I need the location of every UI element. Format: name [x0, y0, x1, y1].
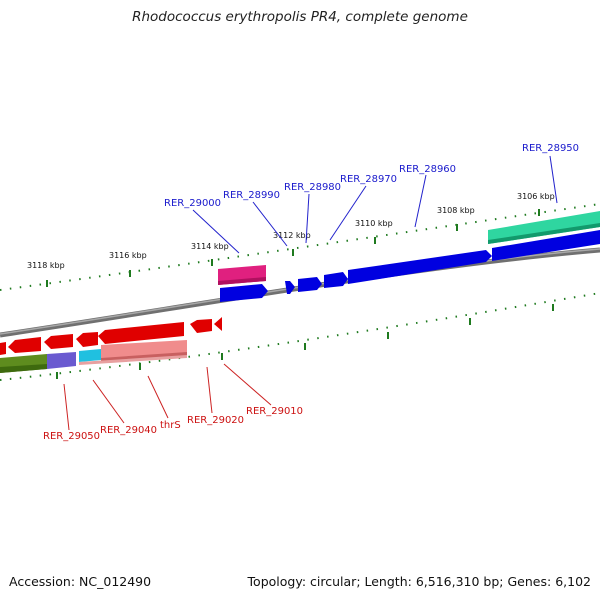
gene-RER_29000[interactable]: [220, 284, 268, 302]
feature-purple: [47, 352, 76, 369]
label-RER_29040[interactable]: RER_29040: [100, 425, 157, 436]
label-RER_28960[interactable]: RER_28960: [399, 164, 456, 175]
label-RER_28970[interactable]: RER_28970: [340, 174, 397, 185]
label-RER_28990[interactable]: RER_28990: [223, 190, 280, 201]
callout-RER_28950: [549, 155, 558, 204]
callout-RER_28970: [329, 185, 367, 241]
gene-RER_29020[interactable]: [190, 319, 212, 333]
length-value: 6,516,310 bp: [415, 574, 500, 589]
callout-RER_29020: [206, 366, 213, 414]
accession-info: Accession: NC_012490: [9, 574, 151, 589]
label-RER_28950[interactable]: RER_28950: [522, 143, 579, 154]
callout-RER_29040: [92, 379, 125, 424]
topology-label: Topology:: [247, 574, 307, 589]
sep-2: ;: [499, 574, 508, 589]
gene-RER_28980[interactable]: [298, 277, 322, 292]
gene-RER_28970[interactable]: [324, 272, 348, 288]
tick-label-3108: 3108 kbp: [437, 206, 475, 215]
gene-thrS[interactable]: [98, 322, 184, 344]
tick-label-3106: 3106 kbp: [517, 192, 555, 201]
label-RER_29000[interactable]: RER_29000: [164, 198, 221, 209]
callout-RER_29000: [192, 209, 240, 254]
reverse-gene-track: [0, 317, 222, 355]
callout-RER_28990: [252, 201, 288, 247]
outer-major-ticks: [46, 209, 540, 287]
gene-RER_28950[interactable]: [492, 230, 600, 261]
tick-label-3110: 3110 kbp: [355, 219, 393, 228]
tick-label-3118: 3118 kbp: [27, 261, 65, 270]
callout-RER_28980: [305, 193, 310, 244]
topology-value: circular: [310, 574, 357, 589]
gene-RER_29050[interactable]: [44, 334, 73, 349]
label-RER_29050[interactable]: RER_29050: [43, 431, 100, 442]
length-label: Length:: [364, 574, 412, 589]
tick-label-3116: 3116 kbp: [109, 251, 147, 260]
gene-RER_29010[interactable]: [214, 317, 222, 331]
genome-summary: Topology: circular; Length: 6,516,310 bp; …: [248, 574, 591, 589]
gene-unnamed-left-1[interactable]: [8, 337, 41, 353]
tick-label-3112: 3112 kbp: [273, 231, 311, 240]
label-RER_29020[interactable]: RER_29020: [187, 415, 244, 426]
feature-magenta-shade: [218, 277, 266, 285]
callout-thrS: [147, 375, 169, 419]
callout-RER_29010: [223, 363, 272, 406]
genes-label: Genes:: [507, 574, 552, 589]
forward-gene-track: [220, 230, 600, 302]
callout-RER_29050: [63, 383, 70, 431]
label-RER_29010[interactable]: RER_29010: [246, 406, 303, 417]
feature-cyan: [79, 349, 101, 362]
gene-RER_28990[interactable]: [285, 281, 295, 294]
map-title: Rhodococcus erythropolis PR4, complete g…: [132, 9, 468, 25]
genome-backbone: [0, 247, 600, 338]
feature-teal-shade: [488, 223, 600, 244]
callout-RER_28960: [414, 174, 427, 228]
feature-olive-shade: [0, 364, 47, 373]
feature-pink-strip: [79, 355, 187, 365]
gene-RER_28960[interactable]: [348, 250, 492, 284]
genes-value: 6,102: [555, 574, 591, 589]
sep-1: ;: [356, 574, 365, 589]
label-thrS[interactable]: thrS: [160, 420, 181, 431]
label-RER_28980[interactable]: RER_28980: [284, 182, 341, 193]
accession-value: NC_012490: [79, 574, 152, 589]
gene-RER_29040[interactable]: [76, 332, 98, 347]
inner-major-ticks: [56, 304, 554, 379]
tick-label-3114: 3114 kbp: [191, 242, 229, 251]
gene-unnamed-left-2[interactable]: [0, 342, 6, 355]
accession-label: Accession:: [9, 574, 76, 589]
